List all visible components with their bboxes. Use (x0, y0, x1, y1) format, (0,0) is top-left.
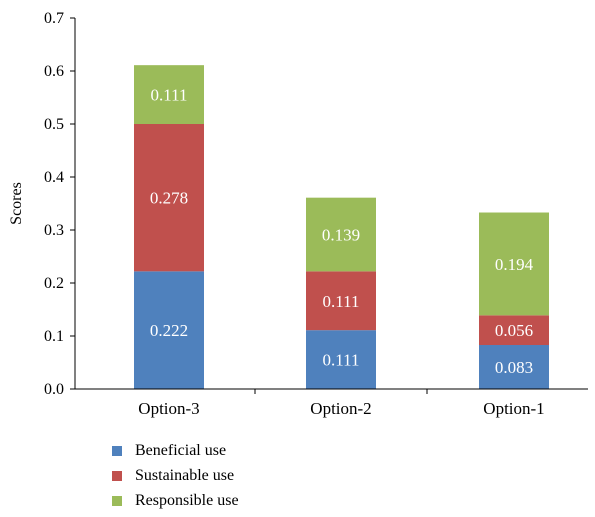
bar-segment (134, 65, 204, 124)
segment-value-label: 0.111 (151, 86, 188, 105)
segment-value-labels: 0.222 0.278 0.111 0.111 0.111 0.139 0.083 0.056… (150, 86, 534, 377)
y-axis-title: Scores (8, 182, 25, 225)
legend-swatch (112, 470, 122, 481)
segment-value-label: 0.111 (323, 292, 360, 311)
y-tick-label: 0.5 (44, 116, 64, 133)
bar-segment (479, 212, 549, 316)
y-tick-label: 0.7 (44, 10, 64, 27)
legend-item: Sustainable use (112, 463, 239, 488)
bar-segment (479, 345, 549, 389)
legend-item: Beneficial use (112, 438, 239, 463)
y-tick-label: 0.0 (44, 381, 64, 398)
bar-segments (134, 65, 549, 389)
legend: Beneficial use Sustainable use Responsible… (112, 438, 239, 513)
y-tick-label: 0.2 (44, 275, 64, 292)
bar-segment (306, 330, 376, 389)
x-category-label: Option-2 (310, 399, 371, 418)
legend-item: Responsible use (112, 488, 239, 513)
bar-segment (479, 315, 549, 346)
legend-swatch (112, 495, 122, 506)
y-axis-ticks: 0.0 0.1 0.2 0.3 0.4 0.5 0.6 0.7 (44, 10, 75, 398)
bar-segment (134, 124, 204, 272)
segment-value-label: 0.139 (322, 226, 360, 245)
segment-value-label: 0.222 (150, 321, 188, 340)
stacked-bar-chart: 0.0 0.1 0.2 0.3 0.4 0.5 0.6 0.7 0.222 0.278 0.111… (8, 10, 588, 418)
legend-label: Responsible use (135, 491, 239, 509)
segment-value-label: 0.194 (495, 255, 534, 274)
legend-swatch (112, 445, 122, 456)
y-tick-label: 0.6 (44, 63, 64, 80)
x-category-label: Option-1 (483, 399, 544, 418)
segment-value-label: 0.278 (150, 189, 188, 208)
segment-value-label: 0.083 (495, 358, 533, 377)
segment-value-label: 0.111 (323, 351, 360, 370)
segment-value-label: 0.056 (495, 321, 533, 340)
bar-segment (306, 197, 376, 272)
y-tick-label: 0.3 (44, 222, 64, 239)
y-tick-label: 0.1 (44, 328, 64, 345)
bar-segment (306, 271, 376, 331)
bar-segment (134, 271, 204, 389)
x-axis-category-labels: Option-3 Option-2 Option-1 (138, 389, 545, 418)
y-tick-label: 0.4 (44, 169, 64, 186)
legend-label: Sustainable use (135, 466, 235, 484)
legend-label: Beneficial use (135, 441, 227, 459)
x-category-label: Option-3 (138, 399, 199, 418)
